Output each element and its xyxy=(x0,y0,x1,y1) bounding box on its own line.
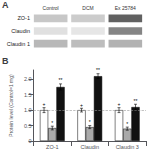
svg-text:Claudin 1: Claudin 1 xyxy=(7,41,30,47)
svg-text:B: B xyxy=(2,56,9,66)
svg-text:**: ** xyxy=(59,77,63,83)
svg-text:A: A xyxy=(2,0,9,10)
svg-text:1.5: 1.5 xyxy=(24,92,32,98)
svg-text:1.0: 1.0 xyxy=(24,107,32,113)
svg-text:**: ** xyxy=(96,67,100,73)
svg-text:**: ** xyxy=(134,98,138,104)
svg-text:*: * xyxy=(89,119,91,125)
svg-text:ZO-1: ZO-1 xyxy=(46,144,59,150)
svg-text:2.0: 2.0 xyxy=(24,76,32,82)
svg-text:*: * xyxy=(51,120,53,126)
svg-text:Claudin: Claudin xyxy=(80,144,99,150)
svg-text:Ex 25784: Ex 25784 xyxy=(115,5,136,11)
svg-text:*: * xyxy=(126,121,128,127)
svg-text:+: + xyxy=(43,101,46,107)
svg-text:+: + xyxy=(80,102,83,108)
svg-text:ZO-1: ZO-1 xyxy=(17,15,30,21)
svg-text:DCM: DCM xyxy=(82,5,93,11)
svg-text:Claudin: Claudin xyxy=(11,28,30,34)
svg-text:Protein level (Control=1 mg): Protein level (Control=1 mg) xyxy=(8,74,14,137)
svg-text:Control: Control xyxy=(43,5,59,11)
svg-text:0.5: 0.5 xyxy=(24,123,32,129)
svg-text:Claudin 3: Claudin 3 xyxy=(116,144,139,150)
svg-text:0: 0 xyxy=(28,138,31,144)
svg-text:+: + xyxy=(118,101,121,107)
